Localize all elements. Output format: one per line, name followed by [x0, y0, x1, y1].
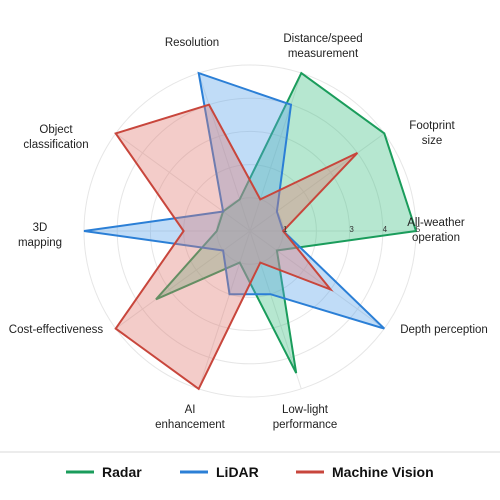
axis-label: Distance/speed measurement	[283, 33, 362, 60]
series-area-radar	[155, 71, 418, 374]
grid-spoke	[249, 133, 385, 232]
legend: Radar LiDAR Machine Vision	[66, 464, 434, 480]
grid-spoke	[115, 230, 251, 329]
grid-spoke	[115, 133, 251, 232]
tick-label: 5	[416, 225, 421, 234]
legend-label-radar: Radar	[102, 464, 142, 480]
legend-label-machine-vision: Machine Vision	[332, 464, 434, 480]
axis-label: 3D mapping	[18, 222, 62, 249]
axis-label: Footprint size	[409, 120, 455, 147]
tick-label: 4	[383, 225, 388, 234]
legend-label-lidar: LiDAR	[216, 464, 259, 480]
grid-spoke	[249, 72, 302, 232]
axis-label: Depth perception	[400, 324, 488, 336]
axis-label: All-weather operation	[407, 217, 465, 244]
series-machine-vision	[114, 103, 359, 391]
axis-label: AI enhancement	[155, 404, 225, 431]
grid-spoke	[198, 230, 251, 390]
axis-label: Object classification	[23, 124, 88, 151]
tick-label: 3	[349, 225, 354, 234]
grid-spoke	[198, 72, 251, 232]
axis-label: Resolution	[165, 37, 219, 49]
grid-spoke	[249, 230, 302, 390]
series-area-lidar	[83, 71, 385, 330]
series-radar	[155, 71, 418, 374]
axis-label: Cost-effectiveness	[9, 324, 104, 336]
series-lidar	[83, 71, 385, 330]
series-area-machine-vision	[114, 103, 359, 391]
grid-spoke	[249, 230, 385, 329]
axis-label: Low-light performance	[273, 404, 338, 431]
tick-label: 1	[283, 225, 288, 234]
